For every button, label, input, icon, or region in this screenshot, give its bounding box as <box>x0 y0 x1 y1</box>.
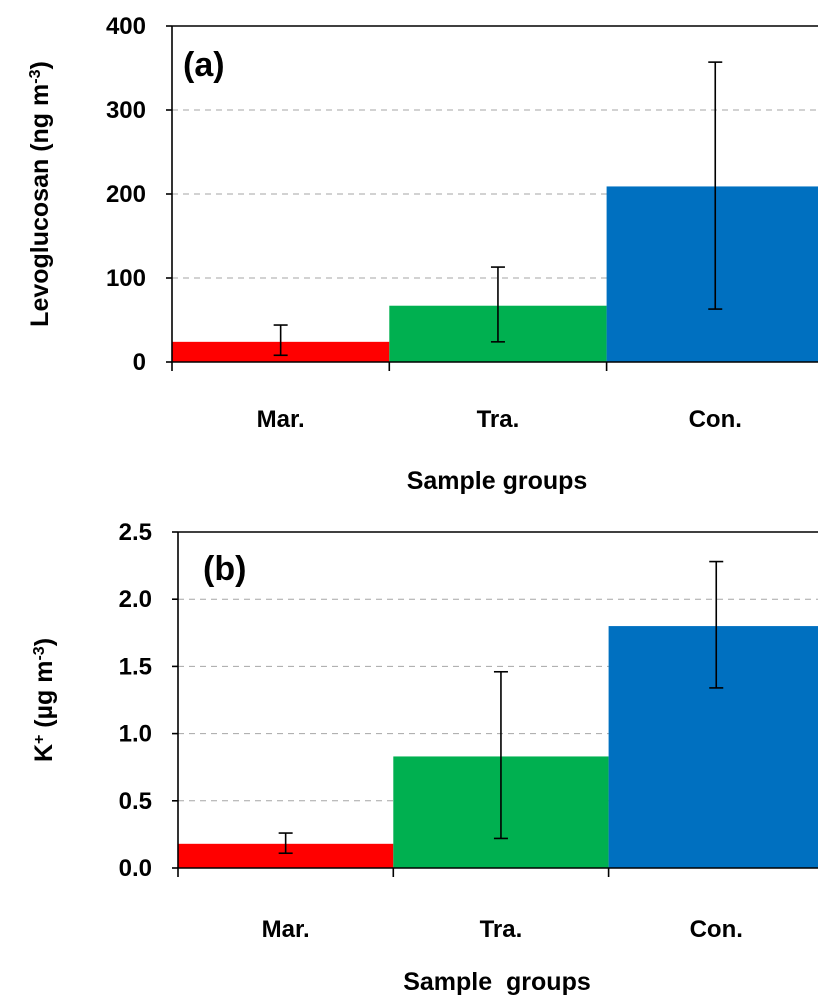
error-bar <box>273 324 288 357</box>
panel-label: (b) <box>203 550 246 588</box>
error-bar <box>709 560 724 689</box>
error-bar <box>490 266 505 343</box>
y-tick-label: 0 <box>133 349 146 376</box>
y-tick-label: 400 <box>106 13 146 40</box>
y-tick-label: 100 <box>106 265 146 292</box>
x-tick-label: Con. <box>689 406 742 433</box>
y-axis-label: Levoglucosan (ng m-3) <box>26 61 54 327</box>
y-tick-label: 200 <box>106 181 146 208</box>
y-tick-label: 300 <box>106 97 146 124</box>
y-tick-label: 2.0 <box>119 586 152 613</box>
y-tick-label: 1.5 <box>119 653 152 680</box>
bar-con <box>606 186 818 362</box>
error-bar <box>493 670 508 840</box>
x-tick-label: Mar. <box>262 916 310 943</box>
x-tick-label: Con. <box>690 916 743 943</box>
y-tick-label: 0.5 <box>119 788 152 815</box>
error-bar <box>278 832 293 855</box>
bar-con <box>608 626 818 868</box>
x-axis-label: Sample groups <box>403 968 591 996</box>
x-tick-label: Mar. <box>257 406 305 433</box>
chart-panel-a: 0 100 200 300 400 Mar. Tra. Con. Sample groups Le… <box>26 13 818 495</box>
y-tick-label: 2.5 <box>119 519 152 546</box>
x-tick-label: Tra. <box>477 406 520 433</box>
y-axis-label: K+ (µg m-3) <box>30 638 58 762</box>
y-tick-label: 0.0 <box>119 855 152 882</box>
y-tick-label: 1.0 <box>119 721 152 748</box>
chart-panel-b: 0.0 0.5 1.0 1.5 2.0 2.5 Mar. Tra. Con. Sample gro… <box>30 519 818 996</box>
error-bar <box>708 61 723 310</box>
x-axis-label: Sample groups <box>407 467 588 495</box>
x-tick-label: Tra. <box>480 916 523 943</box>
panel-label: (a) <box>183 46 225 84</box>
